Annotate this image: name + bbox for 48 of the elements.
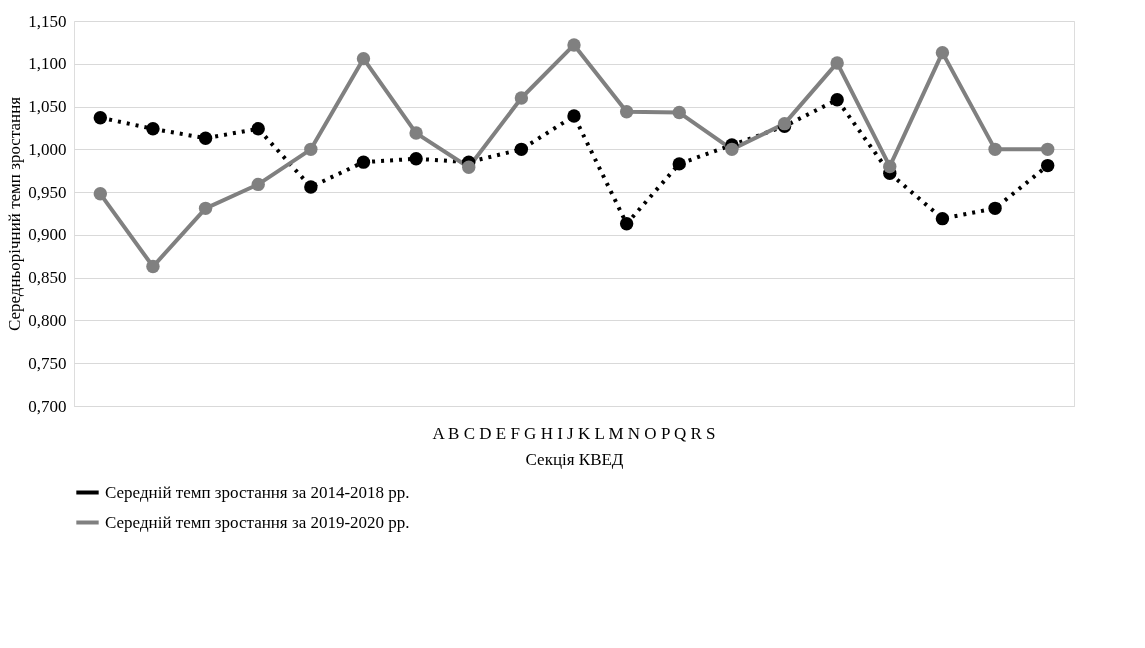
legend-label: Середній темп зростання за 2019-2020 рр. — [105, 512, 410, 532]
point — [251, 177, 265, 192]
point — [935, 45, 950, 60]
point — [672, 105, 686, 120]
point — [1040, 142, 1055, 157]
point — [356, 155, 371, 169]
point — [567, 109, 581, 123]
point — [251, 122, 265, 136]
y-tick-label: 0,900 — [28, 225, 67, 245]
y-tick-label: 1,050 — [28, 97, 67, 117]
point — [883, 159, 897, 174]
y-tick-label: 1,100 — [28, 54, 67, 74]
point — [988, 201, 1002, 216]
point — [146, 122, 160, 136]
y-tick-label: 1,000 — [28, 139, 67, 159]
point — [935, 211, 950, 226]
point — [304, 142, 318, 157]
point — [93, 110, 108, 125]
point — [725, 142, 739, 157]
point — [988, 142, 1002, 157]
legend-label: Середній темп зростання за 2014-2018 рр. — [105, 482, 410, 502]
point — [619, 217, 634, 231]
point — [830, 56, 844, 70]
point — [462, 160, 476, 174]
point — [198, 131, 213, 145]
point — [409, 152, 423, 166]
point — [304, 180, 318, 194]
point — [514, 142, 529, 157]
point — [619, 104, 634, 119]
point — [1040, 158, 1055, 173]
y-tick-label: 0,700 — [28, 396, 67, 416]
point — [146, 259, 160, 274]
y-tick-label: 0,950 — [28, 182, 67, 202]
y-axis-title: Середньорічний темп зростання — [5, 96, 25, 332]
y-tick-label: 0,800 — [28, 310, 67, 330]
point — [198, 201, 213, 216]
point — [830, 93, 844, 107]
y-tick-label: 0,850 — [28, 268, 67, 288]
point — [567, 38, 581, 52]
point — [672, 157, 686, 171]
point — [409, 126, 423, 140]
point — [93, 187, 108, 201]
point — [356, 51, 371, 66]
point — [514, 91, 529, 105]
text: A B C D E F G H I J K L M N O P Q R S — [432, 424, 716, 443]
x-axis-title: Секція КВЕД — [525, 449, 624, 469]
y-tick-label: 0,750 — [28, 353, 67, 373]
y-tick-label: 1,150 — [28, 11, 67, 31]
